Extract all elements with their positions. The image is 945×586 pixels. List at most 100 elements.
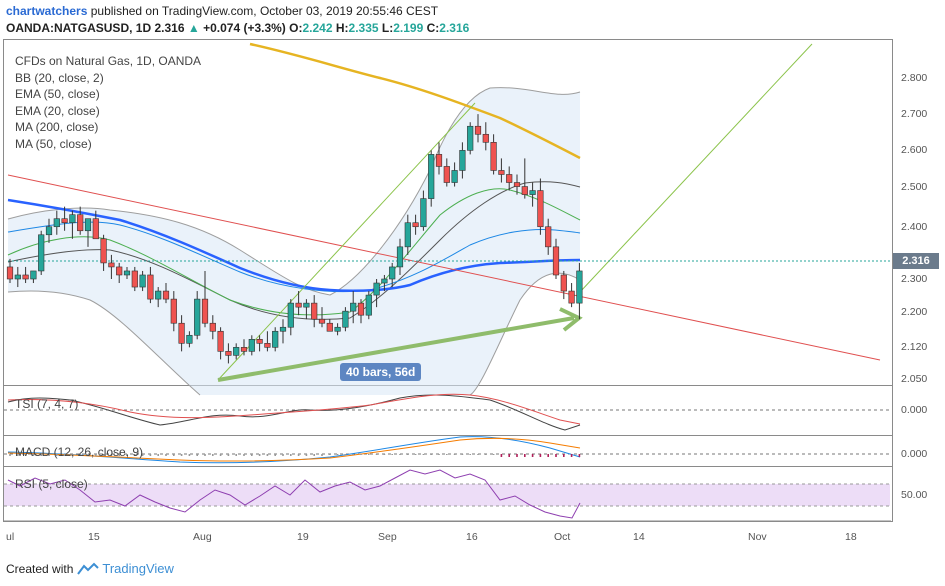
candle-body [92,218,99,240]
publish-text: published on TradingView.com, October 03… [90,4,439,18]
macd-hist-bar [134,454,136,456]
macd-hist-bar [266,454,269,456]
macd-hist-bar [368,454,370,455]
macd-histogram [9,454,581,457]
time-tick: ul [6,531,15,543]
study-ema50[interactable]: EMA (50, close) [15,87,100,101]
bb-lower [7,272,581,396]
macd-hist-bar [407,454,409,455]
macd-line [7,436,581,464]
candle-body [170,298,177,324]
macd-hist-bar [305,454,308,456]
created-with-text: Created with [6,561,74,576]
macd-hist-bar [500,454,503,457]
candle-body [61,218,68,224]
macd-hist-bar [126,454,128,456]
macd-hist-bar [352,454,354,455]
macd-hist-bar [422,454,425,455]
macd-hist-bar [508,454,510,457]
candle-body [162,290,170,300]
candle-body [506,174,513,183]
candle-body [467,125,474,151]
candle-body [545,226,552,248]
bars-range-label: 40 bars, 56d [340,363,422,381]
tradingview-brand[interactable]: TradingView [102,561,174,576]
candle-body [209,322,216,332]
current-price-tag: 2.316 [893,253,939,269]
time-tick: Sep [378,531,397,543]
price-tick: 2.400 [901,221,928,233]
trendline-down [7,174,881,361]
tsi-signal [7,393,581,425]
bb-basis [7,181,581,320]
price-change: +0.074 (+3.3%) [203,21,286,35]
study-bb[interactable]: BB (20, close, 2) [15,70,104,85]
candles-group [6,114,583,364]
macd-hist-bar [17,454,19,456]
macd-hist-bar [446,454,448,455]
macd-hist-bar [71,454,74,456]
candle-body [131,270,138,288]
macd-hist-bar [336,454,339,455]
macd-hist-bar [430,454,432,455]
macd-hist-bar [141,454,144,456]
tsi-axis-value: 0.000 [901,404,928,416]
macd-hist-bar [461,454,464,455]
macd-hist-bar [219,454,222,456]
projection-line-future [579,43,813,293]
macd-label[interactable]: MACD (12, 26, close, 9) [15,445,144,459]
rsi-label[interactable]: RSI (5, close) [15,477,88,491]
study-ma50[interactable]: MA (50, close) [15,136,92,151]
author-link[interactable]: chartwatchers [6,4,88,18]
macd-hist-bar [414,454,417,455]
candle-body [365,294,372,316]
close-value: 2.316 [439,21,470,35]
candle-body [116,266,123,276]
candle-body [256,338,263,344]
bb-upper [7,87,581,296]
candle-body [303,302,310,308]
study-main[interactable]: CFDs on Natural Gas, 1D, OANDA [15,54,202,68]
macd-hist-bar [56,454,58,456]
macd-hist-bar [165,454,167,456]
candle-body [225,351,232,356]
tsi-label[interactable]: TSI (7, 4, 7) [15,397,79,411]
price-tick: 2.120 [901,341,928,353]
rsi-line [7,469,581,519]
open-label: O: [289,21,303,35]
candle-body [264,343,271,348]
candle-body [474,125,482,135]
study-ma200[interactable]: MA (200, close) [15,120,99,134]
ema20-line [7,188,581,316]
candle-body [318,318,326,324]
macd-hist-bar [204,454,206,456]
candle-body [552,246,560,276]
candle-body [498,170,505,175]
candle-body [373,282,380,296]
candle-body [396,246,404,268]
candle-body [240,347,248,352]
low-value: 2.199 [393,21,424,35]
macd-hist-bar [157,454,159,456]
macd-hist-bar [227,454,230,456]
candle-body [30,270,37,280]
low-label: L: [381,21,394,35]
macd-hist-bar [477,454,479,455]
macd-hist-bar [453,454,456,455]
candle-body [428,154,435,199]
macd-hist-bar [578,454,581,457]
macd-hist-bar [196,454,198,456]
candle-body [272,330,279,348]
study-ema20[interactable]: EMA (20, close) [15,103,100,118]
macd-hist-bar [24,454,27,456]
candle-body [420,198,427,228]
candle-body [38,234,45,272]
price-tick: 2.200 [901,306,928,318]
symbol-label[interactable]: OANDA:NATGASUSD, 1D [6,21,152,35]
candle-body [334,326,341,332]
macd-hist-bar [173,454,175,456]
ema50-line [7,198,581,293]
macd-hist-bar [524,454,526,457]
rsi-band [4,484,890,506]
